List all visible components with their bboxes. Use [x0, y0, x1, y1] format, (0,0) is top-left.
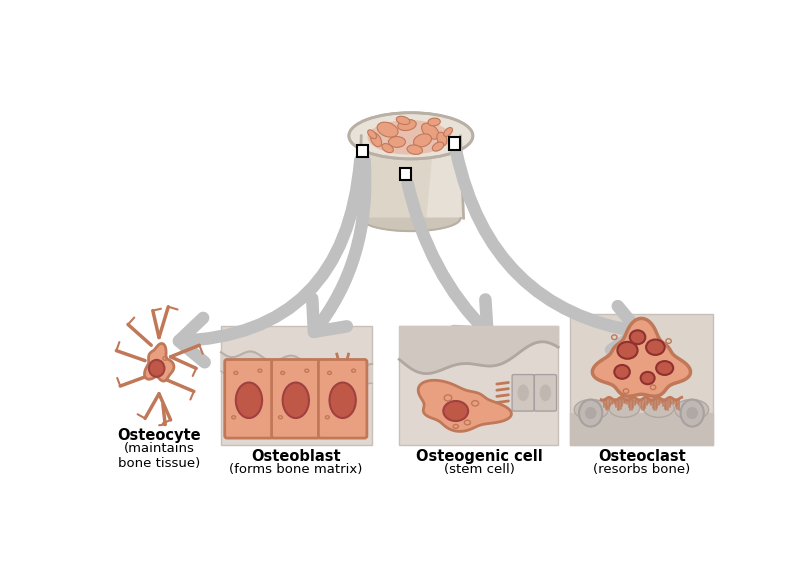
Ellipse shape: [329, 383, 356, 418]
FancyArrowPatch shape: [408, 183, 487, 333]
Bar: [221, 326, 372, 445]
Text: (forms bone matrix): (forms bone matrix): [229, 463, 363, 476]
Polygon shape: [592, 319, 691, 396]
Ellipse shape: [656, 361, 673, 375]
Bar: [358, 145, 368, 158]
Text: (resorbs bone): (resorbs bone): [593, 463, 691, 476]
FancyArrowPatch shape: [312, 160, 366, 332]
Text: Osteoblast: Osteoblast: [251, 449, 341, 464]
Text: Osteoclast: Osteoclast: [598, 449, 686, 464]
FancyBboxPatch shape: [534, 375, 557, 411]
Bar: [400, 168, 411, 180]
Ellipse shape: [675, 399, 709, 420]
Ellipse shape: [540, 384, 551, 401]
Bar: [570, 315, 713, 445]
Ellipse shape: [643, 399, 674, 417]
Polygon shape: [418, 380, 512, 431]
Ellipse shape: [641, 372, 654, 384]
Ellipse shape: [398, 120, 416, 130]
Ellipse shape: [149, 360, 165, 377]
Ellipse shape: [433, 142, 444, 151]
Ellipse shape: [421, 123, 439, 139]
Ellipse shape: [370, 133, 382, 147]
Text: (maintains
bone tissue): (maintains bone tissue): [118, 442, 200, 470]
FancyBboxPatch shape: [272, 359, 320, 438]
Bar: [449, 137, 460, 150]
Text: Osteocyte: Osteocyte: [117, 429, 201, 443]
FancyArrowPatch shape: [179, 160, 360, 362]
Bar: [399, 326, 558, 445]
Ellipse shape: [349, 113, 473, 159]
Ellipse shape: [443, 401, 468, 421]
Ellipse shape: [614, 365, 629, 379]
Ellipse shape: [517, 384, 529, 401]
Ellipse shape: [629, 331, 646, 344]
Polygon shape: [358, 136, 463, 218]
Polygon shape: [221, 352, 372, 386]
FancyBboxPatch shape: [224, 359, 274, 438]
Polygon shape: [358, 218, 463, 231]
Ellipse shape: [236, 383, 262, 418]
Ellipse shape: [575, 399, 608, 420]
Polygon shape: [144, 344, 174, 381]
FancyBboxPatch shape: [319, 359, 367, 438]
Ellipse shape: [437, 132, 447, 146]
Ellipse shape: [368, 130, 377, 139]
Ellipse shape: [617, 342, 638, 359]
Ellipse shape: [396, 116, 410, 125]
Ellipse shape: [407, 145, 422, 154]
Ellipse shape: [413, 134, 432, 147]
Ellipse shape: [388, 137, 405, 147]
Ellipse shape: [608, 399, 640, 417]
Ellipse shape: [585, 407, 596, 419]
Ellipse shape: [382, 143, 393, 153]
Ellipse shape: [428, 118, 441, 126]
Ellipse shape: [687, 407, 698, 419]
Ellipse shape: [282, 383, 309, 418]
Polygon shape: [426, 136, 463, 218]
Ellipse shape: [377, 122, 398, 137]
Ellipse shape: [367, 120, 451, 155]
Ellipse shape: [680, 400, 704, 426]
FancyArrowPatch shape: [457, 153, 639, 350]
Ellipse shape: [646, 340, 665, 355]
Ellipse shape: [579, 400, 602, 426]
Text: (stem cell): (stem cell): [444, 463, 515, 476]
Ellipse shape: [444, 128, 453, 136]
Text: Osteogenic cell: Osteogenic cell: [416, 449, 542, 464]
FancyBboxPatch shape: [512, 375, 534, 411]
